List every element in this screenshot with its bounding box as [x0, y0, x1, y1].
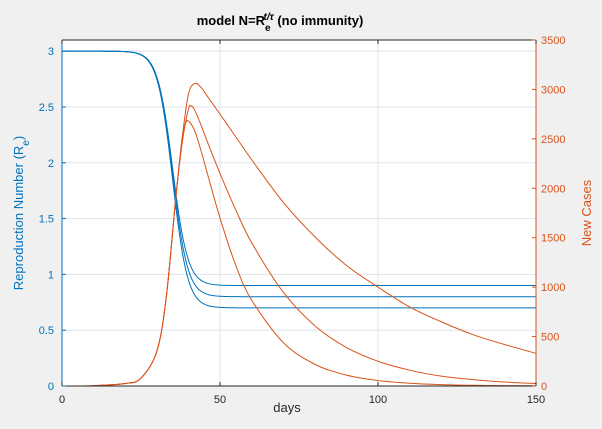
- y-left-tick-label-2: 1: [48, 269, 54, 281]
- x-axis-label: days: [273, 400, 301, 415]
- x-tick-label-0: 0: [59, 394, 65, 406]
- reproduction-line-2: [62, 50, 536, 309]
- cases-line-2: [61, 120, 537, 387]
- y-right-tick-label-4: 2000: [541, 183, 565, 195]
- y-axis-right-label: New Cases: [579, 179, 594, 246]
- y-left-tick-label-1: 0.5: [39, 325, 54, 337]
- y-right-tick-label-7: 3500: [541, 35, 565, 47]
- y-left-tick-label-4: 2: [48, 158, 54, 170]
- y-right-tick-label-1: 500: [541, 332, 559, 344]
- y-right-tick-label-6: 3000: [541, 84, 565, 96]
- y-left-tick-label-6: 3: [48, 46, 54, 58]
- axes: 0 50 100 15000.511.522.53050010001500200025…: [39, 35, 566, 406]
- y-left-tick-label-5: 2.5: [39, 102, 54, 114]
- y-right-tick-label-3: 1500: [541, 233, 565, 245]
- y-left-tick-label-0: 0: [48, 381, 54, 393]
- y-right-tick-label-0: 0: [541, 381, 547, 393]
- y-right-tick-label-5: 2500: [541, 134, 565, 146]
- y-left-tick-label-3: 1.5: [39, 214, 54, 226]
- x-tick-label-2: 100: [369, 394, 387, 406]
- plot-area: [62, 40, 536, 386]
- series-layer: [61, 50, 537, 387]
- chart-title: model N=Ret/τ (no immunity): [197, 12, 364, 34]
- y-axis-left-label: Reproduction Number (Re): [11, 136, 32, 290]
- x-tick-label-3: 150: [527, 394, 545, 406]
- x-tick-label-1: 50: [214, 394, 226, 406]
- y-right-tick-label-2: 1000: [541, 282, 565, 294]
